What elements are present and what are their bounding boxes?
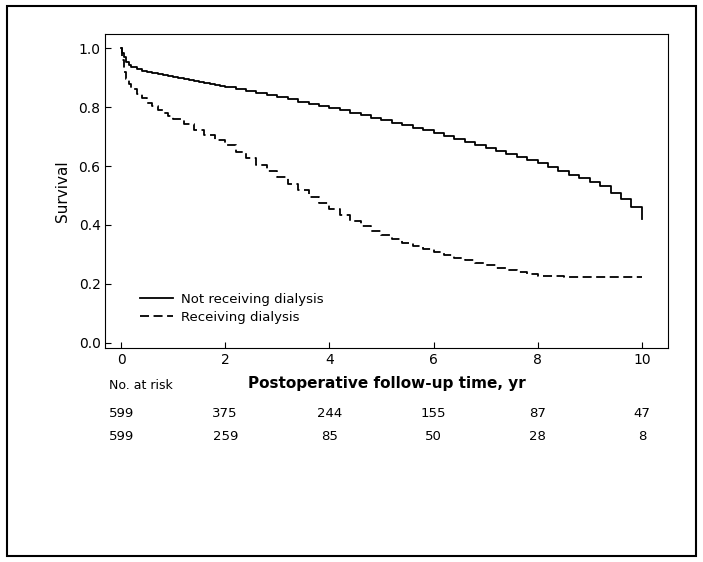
Text: 244: 244 bbox=[317, 407, 342, 420]
Text: 8: 8 bbox=[638, 430, 646, 443]
Text: 599: 599 bbox=[108, 430, 134, 443]
Text: No. at risk: No. at risk bbox=[109, 379, 173, 392]
Text: 50: 50 bbox=[425, 430, 442, 443]
Legend: Not receiving dialysis, Receiving dialysis: Not receiving dialysis, Receiving dialys… bbox=[134, 287, 328, 329]
Text: 155: 155 bbox=[421, 407, 446, 420]
Text: 28: 28 bbox=[529, 430, 546, 443]
Text: 375: 375 bbox=[212, 407, 238, 420]
Text: 87: 87 bbox=[529, 407, 546, 420]
X-axis label: Postoperative follow-up time, yr: Postoperative follow-up time, yr bbox=[247, 375, 526, 391]
Y-axis label: Survival: Survival bbox=[56, 160, 70, 222]
Text: 47: 47 bbox=[633, 407, 650, 420]
Text: 259: 259 bbox=[212, 430, 238, 443]
Text: 85: 85 bbox=[321, 430, 338, 443]
Text: 599: 599 bbox=[108, 407, 134, 420]
